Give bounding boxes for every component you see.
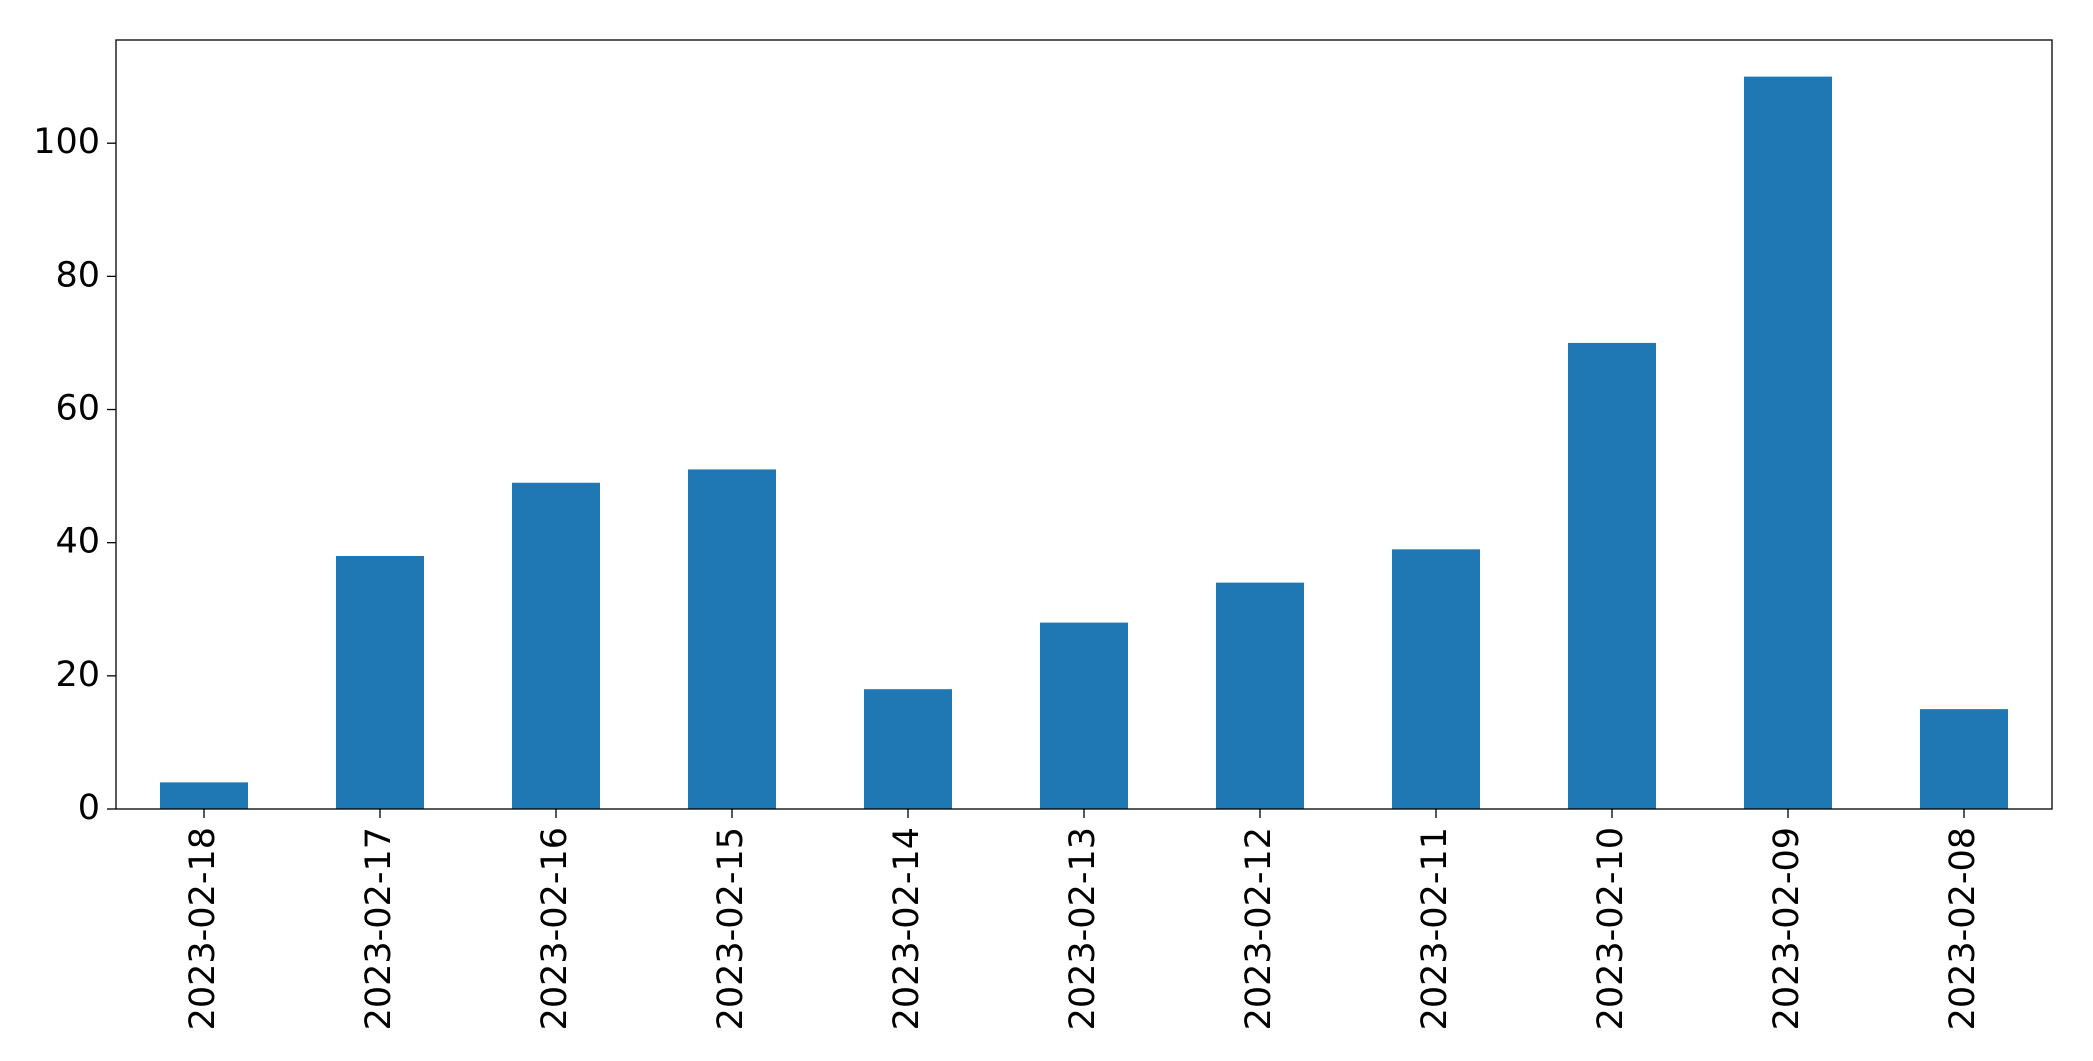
bar	[1040, 622, 1128, 809]
y-tick-label: 20	[55, 655, 100, 695]
bar	[336, 555, 424, 809]
x-tick-label: 2023-02-11	[1415, 827, 1455, 1030]
y-tick-label: 60	[55, 389, 100, 429]
x-tick-label: 2023-02-18	[183, 827, 223, 1030]
x-tick-label: 2023-02-16	[535, 827, 575, 1030]
bar	[160, 782, 248, 809]
bar	[1392, 549, 1480, 809]
bar	[1920, 709, 2008, 809]
x-tick-label: 2023-02-15	[711, 827, 751, 1030]
bar	[1744, 76, 1832, 810]
plot-frame	[115, 39, 2053, 810]
x-tick-label: 2023-02-09	[1767, 827, 1807, 1030]
bar	[864, 689, 952, 809]
bar	[1216, 582, 1304, 809]
bar	[688, 469, 776, 809]
bar	[1568, 342, 1656, 809]
x-tick-label: 2023-02-17	[359, 827, 399, 1030]
x-tick-label: 2023-02-12	[1239, 827, 1279, 1030]
bar	[512, 482, 600, 809]
x-tick-label: 2023-02-10	[1591, 827, 1631, 1030]
y-tick-label: 100	[33, 122, 100, 162]
y-tick-label: 40	[55, 522, 100, 562]
x-tick-label: 2023-02-14	[887, 827, 927, 1030]
y-tick-label: 0	[78, 788, 100, 828]
x-tick-label: 2023-02-08	[1943, 827, 1983, 1030]
x-tick-label: 2023-02-13	[1063, 827, 1103, 1030]
y-tick-label: 80	[55, 255, 100, 295]
